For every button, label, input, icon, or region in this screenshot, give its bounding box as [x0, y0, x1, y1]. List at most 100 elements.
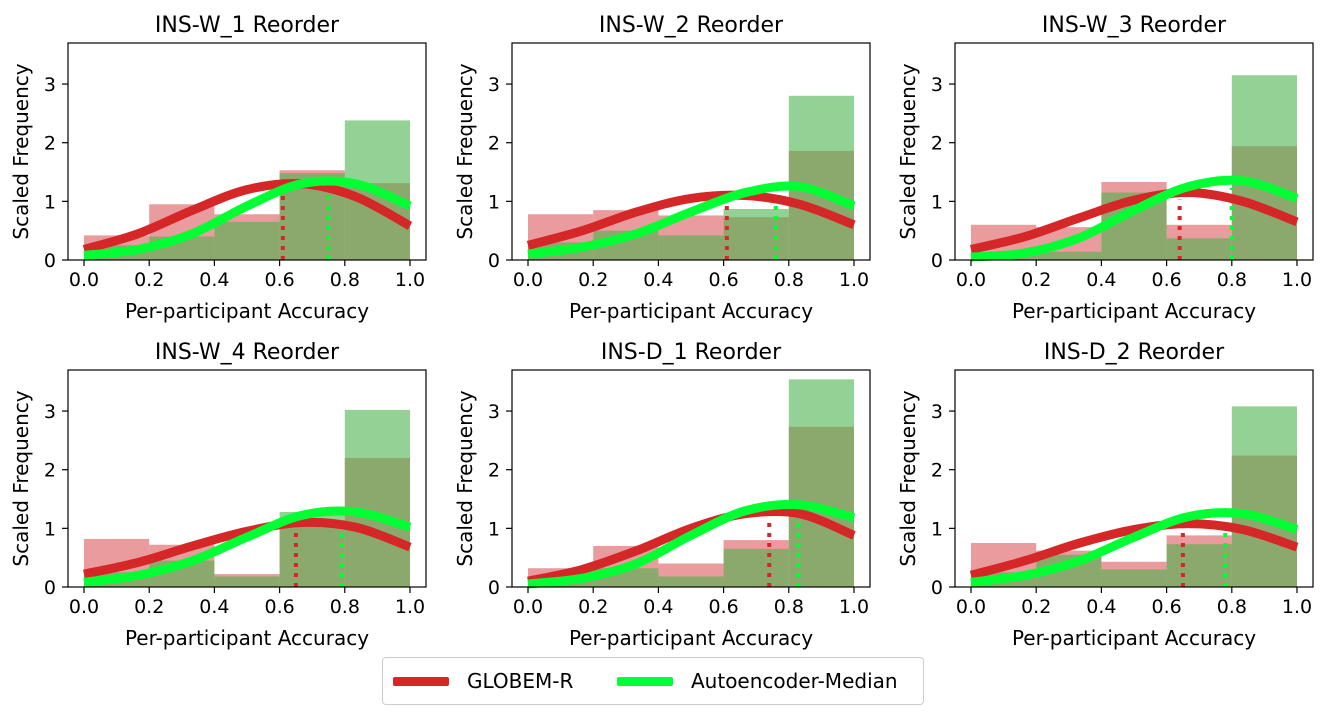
x-tick-label: 0.0 [69, 269, 99, 291]
y-axis-label: Scaled Frequency [9, 63, 33, 239]
hist-bar-autoencoder [788, 95, 854, 260]
hist-bar-autoencoder [1036, 251, 1102, 260]
y-tick-label: 3 [931, 74, 943, 96]
x-tick-label: 0.6 [708, 269, 738, 291]
x-tick-label: 1.0 [1282, 269, 1312, 291]
subplot-title: INS-W_1 Reorder [155, 13, 340, 38]
x-tick-label: 0.6 [1151, 596, 1181, 618]
y-tick-label: 3 [44, 74, 56, 96]
hist-bar-autoencoder [788, 379, 854, 587]
kde-curve-autoencoder [970, 175, 1299, 262]
y-tick-label: 0 [44, 250, 56, 272]
hist-bar-autoencoder [1231, 75, 1297, 260]
x-tick-label: 0.8 [330, 596, 360, 618]
x-tick-label: 0.6 [264, 269, 294, 291]
hist-bar-autoencoder [1231, 406, 1297, 587]
x-tick-label: 0.4 [643, 596, 673, 618]
x-tick-label: 0.8 [774, 596, 804, 618]
y-tick-label: 0 [931, 250, 943, 272]
x-tick-label: 1.0 [1282, 596, 1312, 618]
kde-curve-autoencoder [527, 181, 856, 259]
x-tick-label: 1.0 [395, 269, 425, 291]
y-tick-label: 3 [931, 401, 943, 423]
x-axis-label: Per-participant Accuracy [1012, 626, 1256, 650]
legend-swatch-globem-r [393, 676, 449, 686]
hist-bar-autoencoder [214, 576, 280, 587]
x-tick-label: 0.0 [513, 596, 543, 618]
axes-frame [511, 42, 871, 261]
axes-frame [511, 369, 871, 588]
x-tick-label: 0.4 [643, 269, 673, 291]
x-tick-label: 0.4 [1086, 269, 1116, 291]
kde-curve-globem-r [969, 188, 1299, 254]
legend-item-globem-r: GLOBEM-R [393, 658, 573, 704]
x-axis-label: Per-participant Accuracy [125, 626, 369, 650]
hist-bar-autoencoder [1101, 569, 1167, 587]
y-tick-label: 2 [488, 133, 500, 155]
y-tick-label: 0 [488, 577, 500, 599]
x-tick-label: 1.0 [395, 596, 425, 618]
x-axis-label: Per-participant Accuracy [1012, 299, 1256, 323]
x-tick-label: 0.4 [1086, 596, 1116, 618]
x-tick-label: 0.6 [708, 596, 738, 618]
hist-bar-autoencoder [344, 409, 410, 587]
y-tick-label: 3 [488, 74, 500, 96]
x-tick-label: 0.8 [774, 269, 804, 291]
x-tick-label: 0.2 [134, 596, 164, 618]
x-axis-label: Per-participant Accuracy [569, 299, 813, 323]
hist-bar-autoencoder [723, 548, 789, 587]
x-tick-label: 0.8 [1217, 269, 1247, 291]
axes-frame [954, 42, 1314, 261]
y-tick-label: 3 [44, 401, 56, 423]
y-axis-label: Scaled Frequency [9, 390, 33, 566]
subplot-5: 0.0 0.2 0.4 0.6 0.8 1.0 0 1 2 3 INS-D_1 Reorder Per… [453, 340, 871, 650]
kde-curve-autoencoder [970, 508, 1299, 587]
y-axis-label: Scaled Frequency [453, 63, 477, 239]
kde-curve-autoencoder [83, 506, 412, 587]
figure: 0.0 0.2 0.4 0.6 0.8 1.0 0 1 2 3 INS-W_1 Reorder Per… [9, 13, 1314, 650]
x-tick-label: 0.8 [1217, 596, 1247, 618]
kde-curve-globem-r [526, 190, 856, 250]
x-axis-label: Per-participant Accuracy [569, 626, 813, 650]
y-tick-label: 2 [931, 133, 943, 155]
hist-bar-autoencoder [658, 235, 724, 260]
y-tick-label: 1 [931, 518, 943, 540]
y-tick-label: 2 [44, 133, 56, 155]
y-tick-label: 0 [44, 577, 56, 599]
subplot-title: INS-W_3 Reorder [1042, 13, 1227, 38]
y-axis-label: Scaled Frequency [453, 390, 477, 566]
y-tick-label: 1 [44, 518, 56, 540]
subplot-1: 0.0 0.2 0.4 0.6 0.8 1.0 0 1 2 3 INS-W_1 Reorder Per… [9, 13, 427, 323]
y-tick-label: 0 [931, 577, 943, 599]
y-axis-label: Scaled Frequency [896, 390, 920, 566]
hist-bar-autoencoder [1166, 238, 1232, 260]
hist-bar-autoencoder [214, 221, 280, 260]
x-tick-label: 0.6 [1151, 269, 1181, 291]
axes-frame [67, 369, 427, 588]
subplot-title: INS-D_1 Reorder [601, 340, 782, 365]
kde-curve-globem-r [82, 178, 413, 254]
subplot-2: 0.0 0.2 0.4 0.6 0.8 1.0 0 1 2 3 INS-W_2 Reorder Per… [453, 13, 871, 323]
kde-curve-autoencoder [83, 176, 412, 260]
x-tick-label: 0.2 [1021, 596, 1051, 618]
axes-frame [954, 369, 1314, 588]
x-axis-label: Per-participant Accuracy [125, 299, 369, 323]
kde-curve-globem-r [969, 519, 1299, 580]
subplot-title: INS-W_4 Reorder [155, 340, 340, 365]
subplot-3: 0.0 0.2 0.4 0.6 0.8 1.0 0 1 2 3 INS-W_3 Reorder Per… [896, 13, 1314, 323]
x-tick-label: 0.0 [513, 269, 543, 291]
subplot-title: INS-W_2 Reorder [599, 13, 784, 38]
hist-bar-autoencoder [723, 208, 789, 260]
x-tick-label: 0.2 [1021, 269, 1051, 291]
x-tick-label: 0.2 [578, 596, 608, 618]
subplot-6: 0.0 0.2 0.4 0.6 0.8 1.0 0 1 2 3 INS-D_2 Reorder Per… [896, 340, 1314, 650]
x-tick-label: 0.6 [264, 596, 294, 618]
legend: GLOBEM-R Autoencoder-Median [382, 657, 924, 705]
x-tick-label: 0.8 [330, 269, 360, 291]
y-tick-label: 3 [488, 401, 500, 423]
x-tick-label: 0.2 [134, 269, 164, 291]
y-tick-label: 1 [931, 191, 943, 213]
subplot-title: INS-D_2 Reorder [1044, 340, 1225, 365]
kde-curve-autoencoder [527, 500, 856, 589]
x-tick-label: 0.0 [69, 596, 99, 618]
